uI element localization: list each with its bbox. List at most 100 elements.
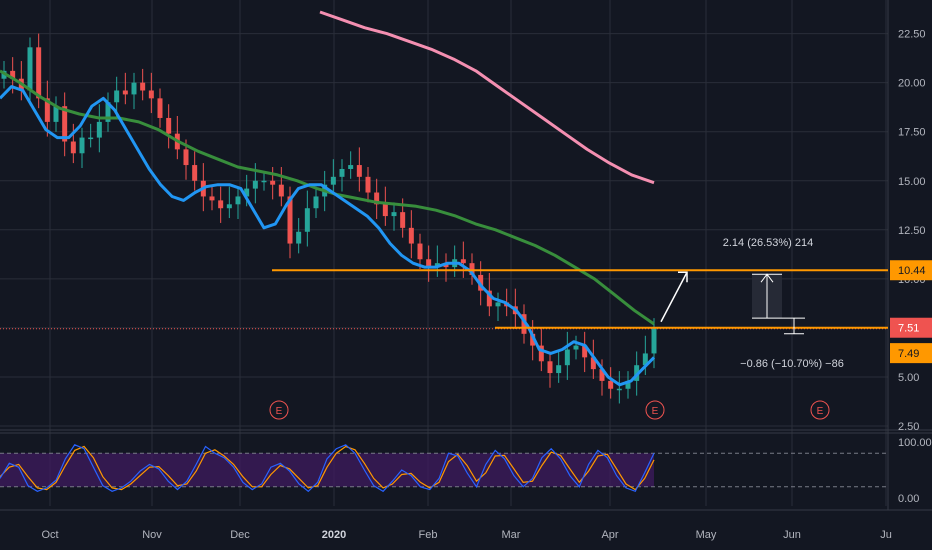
osc-d-line[interactable]: [0, 445, 655, 491]
candle-body[interactable]: [79, 137, 85, 154]
candle-body[interactable]: [88, 137, 94, 140]
price-tick-label: 15.00: [898, 176, 926, 188]
osc-tick-label: 100.00: [898, 437, 932, 449]
arrow-head-icon: [678, 271, 688, 283]
candle-body[interactable]: [261, 180, 267, 183]
candle-body[interactable]: [304, 208, 310, 232]
candle-body[interactable]: [564, 349, 570, 366]
candle-body[interactable]: [556, 365, 562, 374]
candle-body[interactable]: [599, 369, 605, 381]
measure-down-label: −0.86 (−10.70%) −86: [740, 358, 844, 370]
candle-body[interactable]: [278, 184, 284, 197]
price-tick-label: 17.50: [898, 127, 926, 139]
candle-body[interactable]: [62, 106, 68, 142]
candle-body[interactable]: [70, 141, 76, 154]
ma-green-line[interactable]: [0, 69, 655, 326]
candle-body[interactable]: [235, 196, 241, 205]
earnings-marker[interactable]: [810, 400, 830, 420]
last-price-tag-text: 7.49: [898, 348, 919, 360]
resistance-price-tag-text: 10.44: [898, 265, 926, 277]
candle-body[interactable]: [226, 204, 232, 209]
candle-body[interactable]: [96, 121, 102, 138]
candle-body[interactable]: [10, 70, 16, 79]
price-tick-label: 20.00: [898, 78, 926, 90]
earnings-marker[interactable]: [645, 400, 665, 420]
candle-body[interactable]: [365, 176, 371, 193]
earnings-label: E: [652, 406, 659, 417]
projection-arrow[interactable]: [660, 271, 688, 323]
candle-body[interactable]: [590, 357, 596, 370]
candle-body[interactable]: [140, 82, 146, 91]
candle-body[interactable]: [44, 98, 50, 122]
candle-body[interactable]: [530, 333, 536, 346]
candle-body[interactable]: [131, 82, 137, 95]
candle-body[interactable]: [270, 180, 276, 185]
chart-grid: [0, 0, 932, 511]
price-pane[interactable]: [0, 10, 657, 404]
time-tick-label: Apr: [601, 529, 618, 541]
candle-body[interactable]: [166, 117, 172, 134]
candle-body[interactable]: [356, 165, 362, 177]
candle-body[interactable]: [642, 353, 648, 366]
time-tick-label: Ju: [880, 529, 892, 541]
candle-body[interactable]: [148, 90, 154, 99]
candle-body[interactable]: [157, 98, 163, 118]
osc-k-line[interactable]: [0, 444, 655, 493]
candle-body[interactable]: [495, 302, 501, 307]
last-price-tag[interactable]: [890, 343, 932, 364]
candle-body[interactable]: [486, 290, 492, 307]
resistance-price-tag[interactable]: [890, 260, 932, 281]
time-tick-label: May: [696, 529, 717, 541]
candle-body[interactable]: [209, 196, 215, 201]
candle-body[interactable]: [426, 259, 432, 268]
candle-body[interactable]: [218, 200, 224, 209]
candle-body[interactable]: [408, 227, 414, 244]
candle-body[interactable]: [417, 243, 423, 260]
candle-body[interactable]: [538, 345, 544, 362]
price-tick-label: 12.50: [898, 225, 926, 237]
candle-body[interactable]: [192, 165, 198, 181]
candle-body[interactable]: [313, 196, 319, 209]
time-tick-label: Oct: [41, 529, 58, 541]
candle-body[interactable]: [460, 259, 466, 264]
candle-body[interactable]: [625, 380, 631, 389]
candle-body[interactable]: [582, 345, 588, 358]
candle-body[interactable]: [400, 212, 406, 228]
candle-body[interactable]: [374, 192, 380, 205]
candle-body[interactable]: [27, 47, 33, 91]
candle-body[interactable]: [348, 165, 354, 169]
candle-body[interactable]: [296, 231, 302, 244]
earnings-marker[interactable]: [269, 400, 289, 420]
oscillator-pane[interactable]: [0, 444, 888, 493]
candle-body[interactable]: [547, 361, 553, 374]
ma-pink-line[interactable]: [319, 10, 655, 185]
candle-body[interactable]: [469, 263, 475, 275]
ma-blue-line[interactable]: [0, 85, 656, 387]
candle-body[interactable]: [183, 149, 189, 166]
candle-body[interactable]: [608, 380, 614, 389]
candle-body[interactable]: [339, 168, 345, 177]
candle-body[interactable]: [382, 204, 388, 217]
current-price-tag[interactable]: [890, 317, 932, 338]
candle-body[interactable]: [391, 212, 397, 217]
axes: 2.505.007.5010.0012.5015.0017.5020.0022.…: [41, 29, 932, 541]
candle-body[interactable]: [53, 106, 59, 122]
chart-drawings[interactable]: 2.14 (26.53%) 214 −0.86 (−10.70%) −86 E E E: [0, 237, 888, 420]
candle-body[interactable]: [114, 90, 120, 103]
earnings-label: E: [817, 406, 824, 417]
candle-body[interactable]: [36, 47, 42, 99]
candle-body[interactable]: [616, 388, 622, 391]
time-tick-label: Mar: [502, 529, 521, 541]
candle-body[interactable]: [252, 180, 258, 189]
candle-body[interactable]: [651, 327, 657, 354]
candle-body[interactable]: [244, 188, 250, 197]
candle-body[interactable]: [330, 176, 336, 185]
time-tick-label: Dec: [230, 529, 250, 541]
candle-body[interactable]: [122, 90, 128, 95]
price-tick-label: 22.50: [898, 29, 926, 41]
candle-body[interactable]: [287, 196, 293, 244]
candle-body[interactable]: [105, 102, 111, 122]
candle-body[interactable]: [573, 345, 579, 350]
candle-body[interactable]: [521, 314, 527, 334]
